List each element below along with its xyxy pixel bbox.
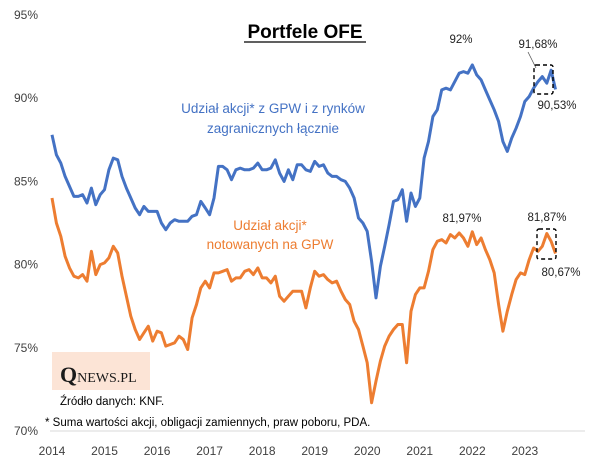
x-tick-label: 2022 bbox=[459, 444, 486, 458]
annotation-total-90-53: 90,53% bbox=[537, 100, 576, 112]
x-tick-label: 2020 bbox=[354, 444, 381, 458]
annotation-total-91-68: 91,68% bbox=[518, 39, 557, 51]
y-tick-label: 95% bbox=[14, 8, 38, 22]
series-label-gpw-line1: Udział akcji* bbox=[233, 218, 307, 233]
x-tick-label: 2019 bbox=[301, 444, 328, 458]
qnews-logo: QNEWS.PL bbox=[60, 362, 137, 387]
annotation-peak-total: 92% bbox=[449, 34, 472, 46]
x-tick-label: 2023 bbox=[511, 444, 538, 458]
x-tick-label: 2014 bbox=[39, 444, 66, 458]
annotation-gpw-80-67: 80,67% bbox=[541, 267, 580, 279]
series-label-total-line1: Udział akcji* z GPW i z rynków bbox=[181, 101, 365, 116]
series-label-total-line2: zagranicznych łącznie bbox=[207, 121, 339, 136]
series-line-gpw-equity bbox=[50, 197, 557, 405]
logo-background bbox=[52, 352, 150, 390]
y-tick-label: 70% bbox=[14, 424, 38, 438]
highlight-box-total bbox=[533, 64, 554, 95]
y-tick-label: 75% bbox=[14, 341, 38, 355]
y-tick-label: 80% bbox=[14, 258, 38, 272]
annotation-gpw-81-87: 81,87% bbox=[527, 212, 566, 224]
x-tick-label: 2021 bbox=[406, 444, 433, 458]
source-note: Źródło danych: KNF. bbox=[60, 395, 164, 408]
chart-title: Portfele OFE bbox=[247, 22, 362, 43]
annotation-leader-line bbox=[527, 51, 537, 69]
series-label-gpw-line2: notowanych na GPW bbox=[207, 237, 334, 252]
annotation-peak-gpw: 81,97% bbox=[442, 213, 481, 225]
x-tick-label: 2017 bbox=[196, 444, 223, 458]
x-axis-ticks: 2014 2015 2016 2017 2018 2019 2020 2021 2022 2023 bbox=[39, 444, 539, 458]
y-axis-ticks: 70% 75% 80% 85% 90% 95% bbox=[14, 8, 38, 438]
logo-q: Q bbox=[60, 362, 77, 387]
x-tick-label: 2018 bbox=[249, 444, 276, 458]
x-tick-label: 2015 bbox=[91, 444, 118, 458]
highlight-box-gpw bbox=[536, 228, 557, 260]
footnote: * Suma wartości akcji, obligacji zamienn… bbox=[45, 417, 370, 429]
y-tick-label: 90% bbox=[14, 91, 38, 105]
series-line-total-equity bbox=[50, 63, 557, 300]
y-tick-label: 85% bbox=[14, 174, 38, 188]
logo-text: NEWS.PL bbox=[77, 371, 137, 386]
x-tick-label: 2016 bbox=[144, 444, 171, 458]
